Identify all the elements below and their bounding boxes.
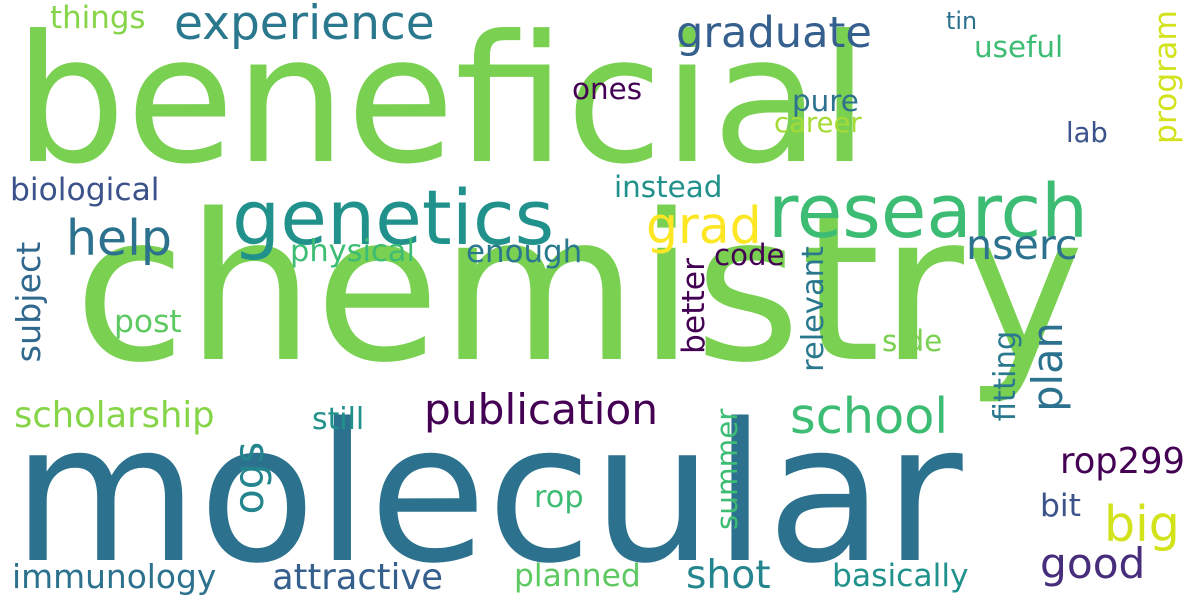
word-ogs: ogs xyxy=(225,441,273,515)
word-big: big xyxy=(1104,496,1180,553)
word-rop299: rop299 xyxy=(1060,441,1185,482)
word-still: still xyxy=(312,402,365,437)
word-school: school xyxy=(790,387,949,445)
word-bit: bit xyxy=(1040,488,1081,524)
word-planned: planned xyxy=(514,558,641,594)
word-genetics: genetics xyxy=(232,173,555,262)
word-scholarship: scholarship xyxy=(14,395,215,436)
word-beneficial: beneficial xyxy=(14,0,869,203)
word-side: side xyxy=(882,324,943,358)
word-instead: instead xyxy=(614,170,723,204)
word-nserc: nserc xyxy=(966,221,1078,269)
word-rop: rop xyxy=(534,480,584,515)
word-plan: plan xyxy=(1024,322,1072,412)
word-pure: pure xyxy=(792,84,859,118)
word-basically: basically xyxy=(832,558,969,594)
word-post: post xyxy=(114,304,182,340)
word-chemistry: chemistry xyxy=(74,170,1085,407)
word-enough: enough xyxy=(466,234,583,270)
word-physical: physical xyxy=(290,234,415,269)
word-better: better xyxy=(676,258,712,354)
word-help: help xyxy=(66,210,172,267)
word-program: program xyxy=(1148,10,1184,144)
word-lab: lab xyxy=(1066,118,1108,149)
word-code: code xyxy=(714,238,785,272)
word-immunology: immunology xyxy=(12,558,217,596)
word-summer: summer xyxy=(710,408,744,530)
word-things: things xyxy=(50,0,146,36)
word-research: research xyxy=(768,169,1089,255)
word-publication: publication xyxy=(424,385,659,434)
word-experience: experience xyxy=(174,0,435,51)
word-grad: grad xyxy=(646,196,762,255)
word-attractive: attractive xyxy=(272,557,443,598)
word-subject: subject xyxy=(9,241,48,363)
word-ones: ones xyxy=(572,72,643,106)
word-tin: tin xyxy=(946,7,978,35)
word-fitting: fitting xyxy=(988,330,1023,422)
word-shot: shot xyxy=(686,553,771,598)
word-biological: biological xyxy=(10,172,160,208)
word-useful: useful xyxy=(974,30,1064,64)
word-relevant: relevant xyxy=(796,246,831,372)
word-graduate: graduate xyxy=(676,8,872,58)
word-good: good xyxy=(1040,539,1146,588)
word-career: career xyxy=(774,108,862,139)
word-molecular: molecular xyxy=(12,383,963,600)
